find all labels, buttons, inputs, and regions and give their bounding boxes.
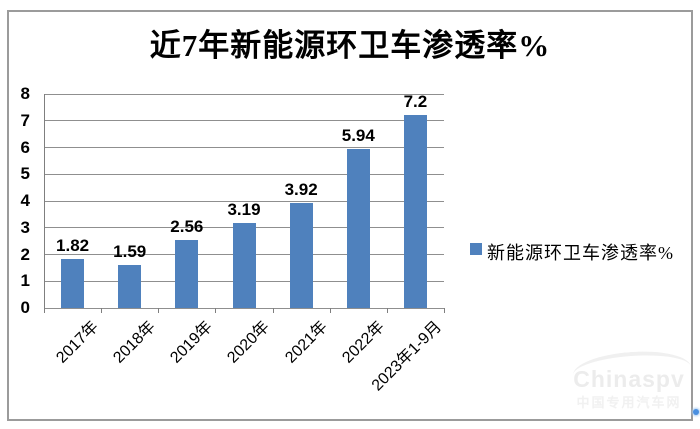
x-axis-tick [158, 308, 160, 313]
bar [175, 239, 199, 308]
legend-marker-swatch [470, 243, 482, 255]
bar [61, 259, 85, 308]
legend-label: 新能源环卫车渗透率% [487, 243, 674, 263]
bar-value-label: 1.82 [56, 236, 90, 256]
gridline [44, 307, 444, 309]
x-axis-tick [272, 308, 274, 313]
bar-value-label: 3.92 [284, 180, 318, 200]
x-axis-tick [44, 308, 45, 313]
gridline [44, 173, 444, 175]
bar [403, 115, 427, 308]
y-axis-line [44, 94, 45, 313]
bar-value-label: 1.59 [113, 242, 147, 262]
x-axis-tick [386, 308, 388, 313]
bar-value-label: 5.94 [341, 126, 375, 146]
bar [346, 149, 370, 308]
corner-dot [693, 409, 699, 415]
gridline [44, 147, 444, 148]
x-axis-tick [215, 308, 217, 313]
gridline [44, 120, 444, 122]
bar-value-label: 2.56 [170, 216, 204, 236]
bar [289, 203, 313, 308]
bar-value-label: 3.19 [227, 199, 261, 219]
y-axis-label: 0 [20, 298, 30, 317]
y-axis-label: 4 [20, 191, 30, 210]
gridline [44, 93, 444, 95]
y-axis-label: 3 [20, 217, 30, 237]
y-axis-label: 7 [20, 110, 30, 130]
y-axis-label: 1 [20, 271, 30, 291]
x-axis-tick [101, 308, 103, 313]
y-axis-label: 8 [20, 84, 30, 103]
y-axis-label: 2 [20, 244, 30, 264]
legend: 新能源环卫车渗透率% [470, 239, 674, 265]
chart-title: 近7年新能源环卫车渗透率% [149, 28, 551, 63]
y-axis-label: 6 [20, 137, 30, 157]
gridline [44, 200, 444, 202]
bar [232, 222, 256, 308]
bar-value-label: 7.2 [403, 92, 428, 112]
y-axis-label: 5 [20, 164, 30, 184]
x-axis-tick [329, 308, 331, 313]
x-axis-tick [444, 308, 445, 313]
bar [118, 265, 142, 308]
